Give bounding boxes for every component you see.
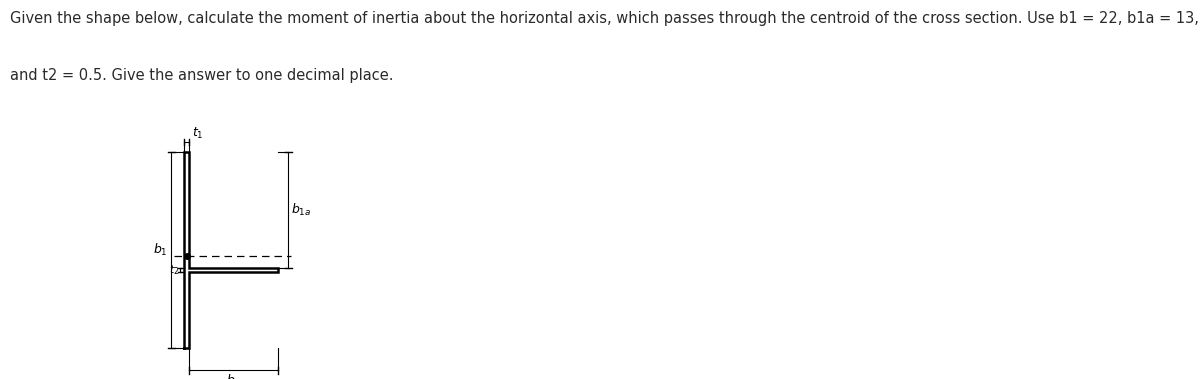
Text: $t_1$: $t_1$ [192,126,203,141]
Text: $b_{1a}$: $b_{1a}$ [292,202,311,218]
Text: $t_2$: $t_2$ [169,263,179,277]
Text: Given the shape below, calculate the moment of inertia about the horizontal axis: Given the shape below, calculate the mom… [10,11,1200,27]
Text: $b_1$: $b_1$ [154,242,168,258]
Text: $b_2$: $b_2$ [226,373,241,379]
Text: and t2 = 0.5. Give the answer to one decimal place.: and t2 = 0.5. Give the answer to one dec… [10,68,394,83]
